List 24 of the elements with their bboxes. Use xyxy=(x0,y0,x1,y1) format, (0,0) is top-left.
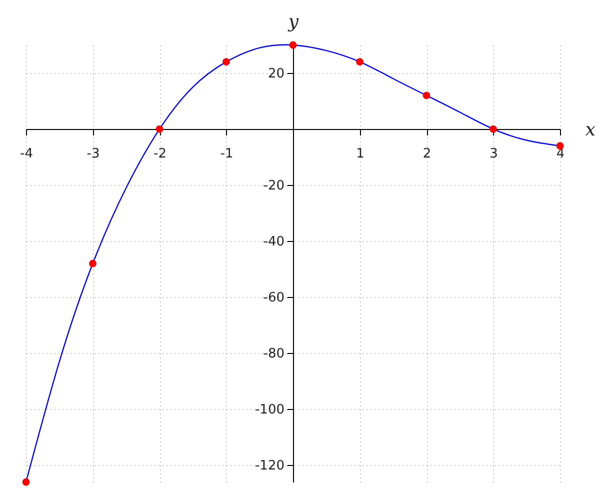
point xyxy=(422,92,430,100)
x-tick-label: 2 xyxy=(422,146,432,162)
y-tick-label: -20 xyxy=(263,178,284,194)
y-tick-label: -80 xyxy=(263,346,284,362)
point xyxy=(490,125,497,133)
y-axis-title: y xyxy=(287,12,300,32)
point xyxy=(356,58,364,66)
y-tick-label: -40 xyxy=(263,234,284,250)
y-tick-label: 20 xyxy=(268,66,284,82)
point xyxy=(156,125,164,133)
x-tick-label: -3 xyxy=(86,146,100,162)
y-tick-label: -60 xyxy=(263,290,284,306)
y-tick-label: -100 xyxy=(254,402,284,418)
x-tick-label: -4 xyxy=(20,146,33,162)
x-tick-label: -1 xyxy=(220,146,234,162)
point xyxy=(222,58,230,66)
point xyxy=(22,478,30,486)
x-axis-title: x xyxy=(585,120,596,141)
point xyxy=(289,41,297,49)
y-tick-label: -120 xyxy=(254,458,284,474)
x-tick-label: 1 xyxy=(356,146,364,162)
x-tick-label: 3 xyxy=(490,146,498,162)
x-tick-label: -2 xyxy=(154,146,166,162)
point xyxy=(89,260,96,268)
